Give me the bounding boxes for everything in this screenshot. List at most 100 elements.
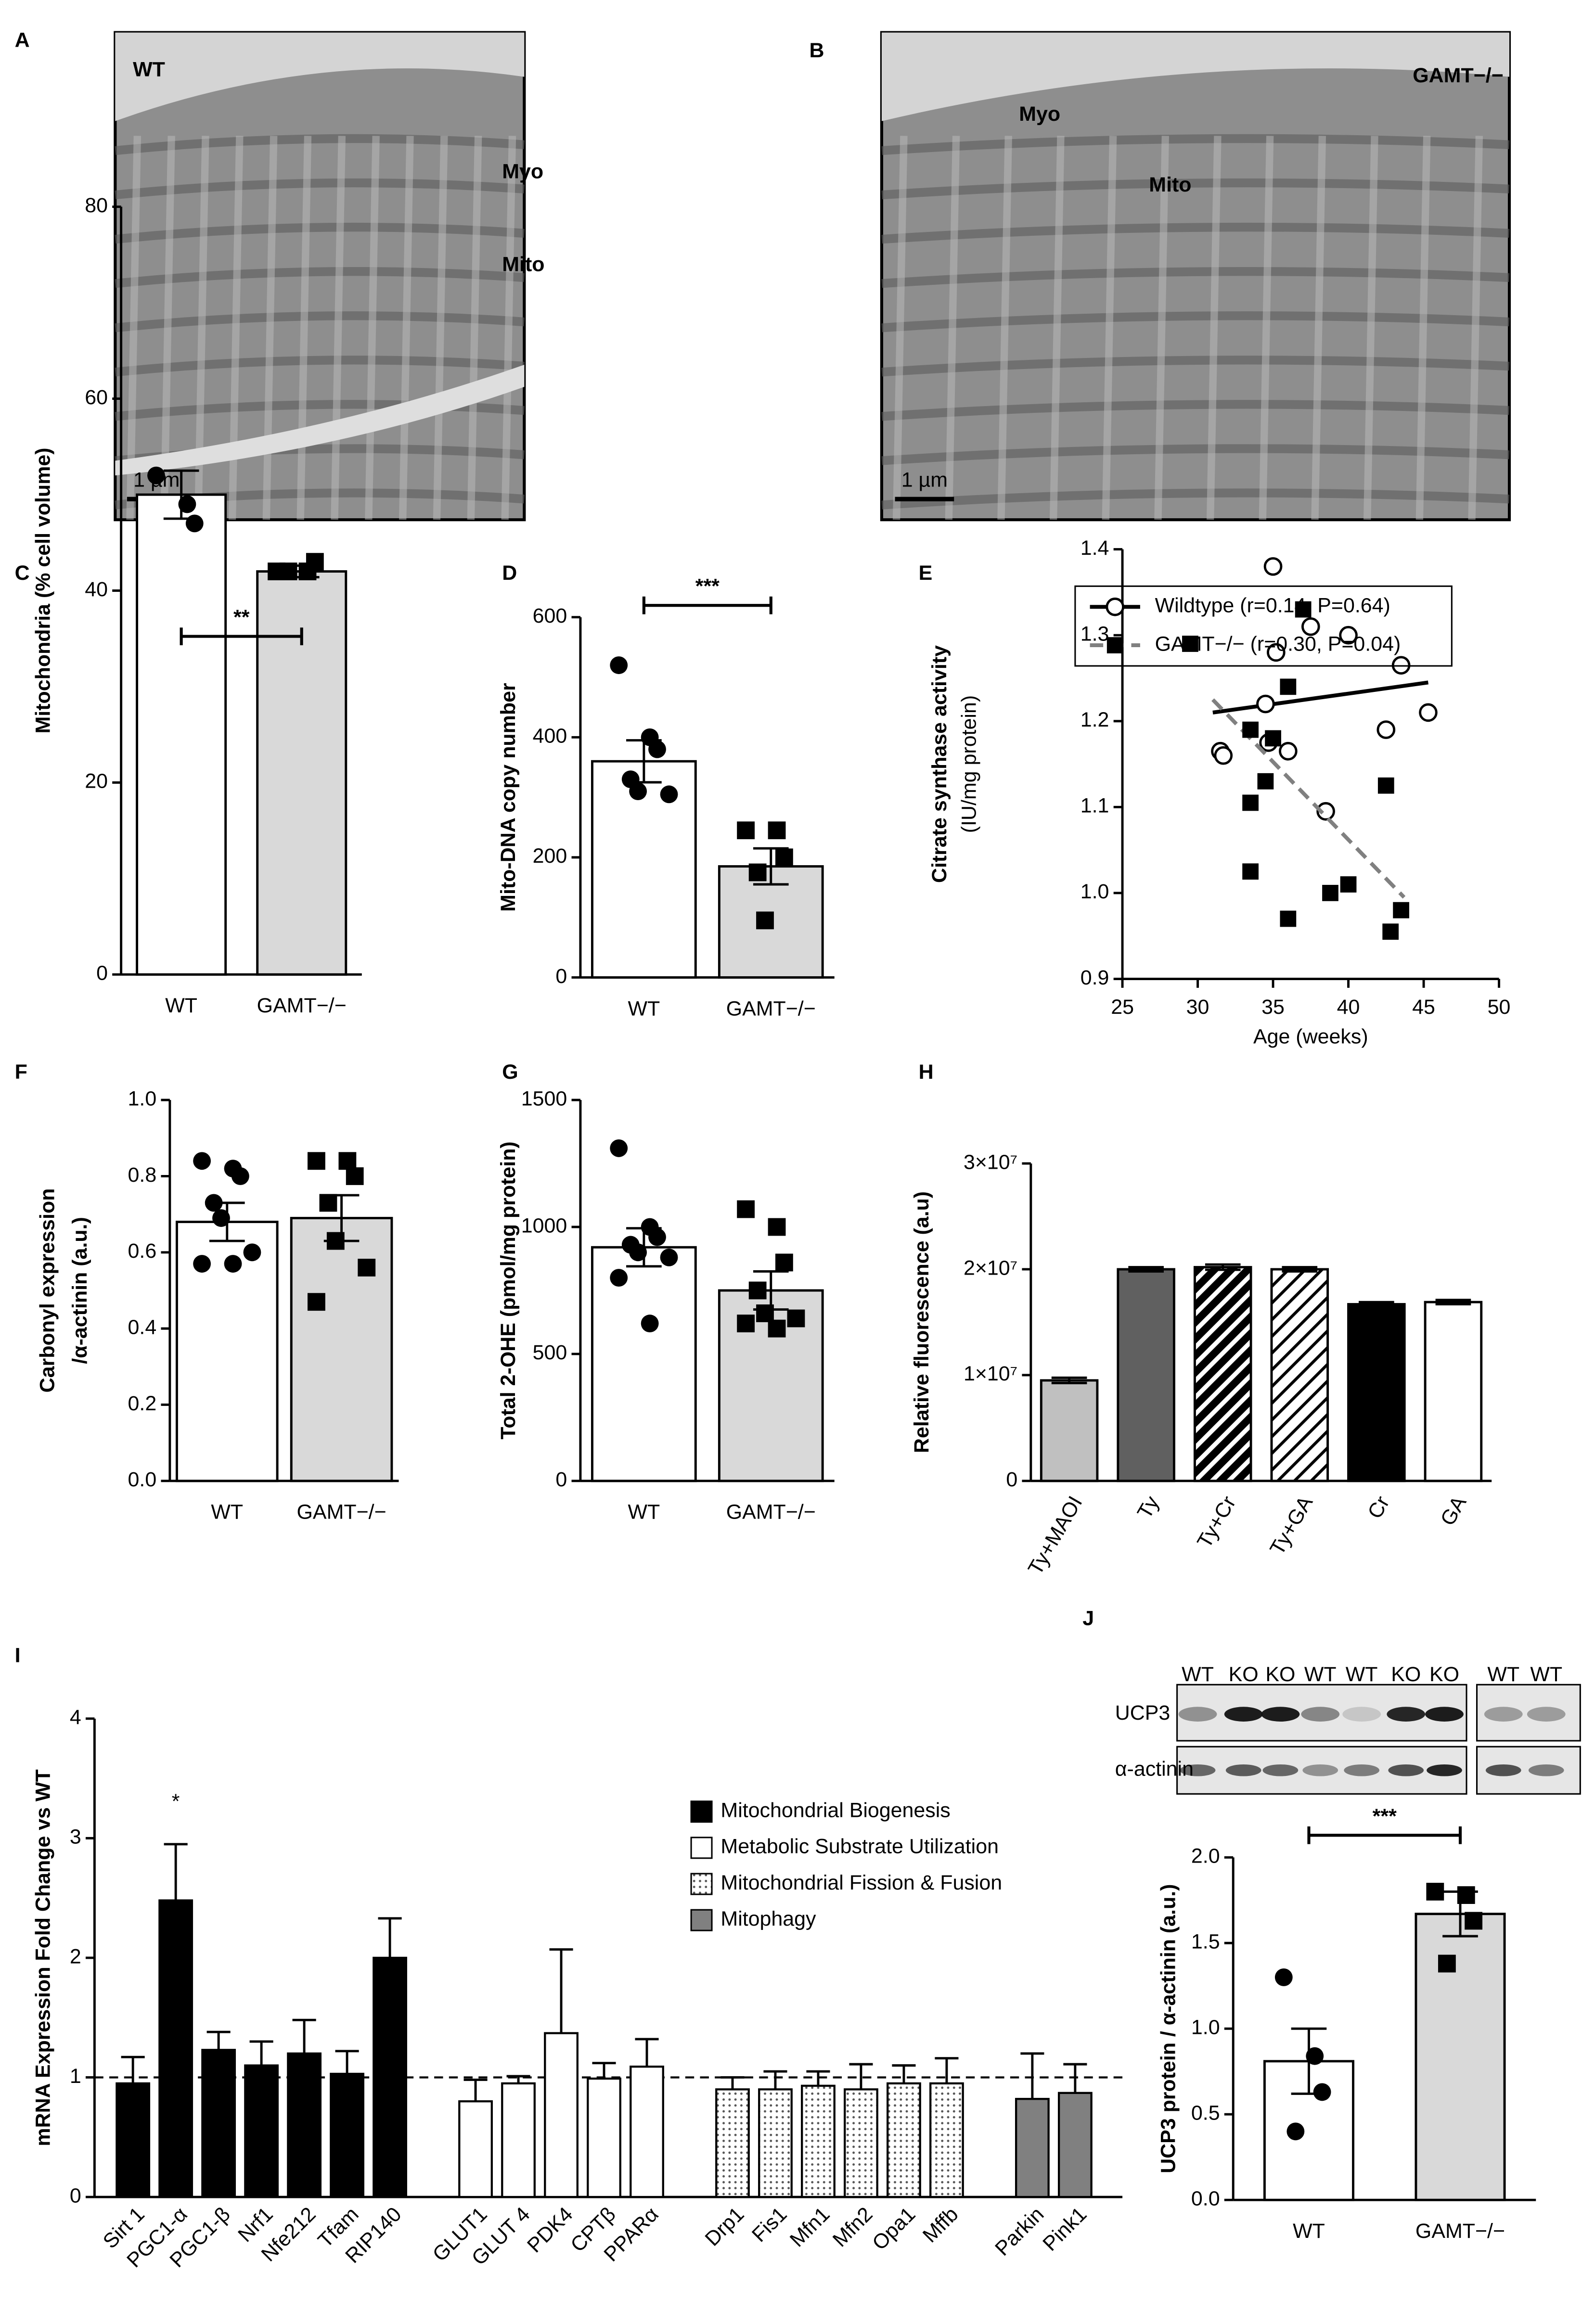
y-tick-label: 80 bbox=[85, 194, 108, 217]
legend-swatch bbox=[690, 1800, 713, 1823]
error-bar bbox=[763, 2070, 787, 2090]
blot-band bbox=[1178, 1707, 1217, 1722]
lane-label: WT bbox=[1182, 1663, 1214, 1686]
y-tick-label: 500 bbox=[533, 1341, 567, 1364]
error-bar bbox=[249, 2040, 273, 2066]
significance: *** bbox=[695, 575, 720, 598]
x-tick-label: 45 bbox=[1412, 996, 1435, 1019]
x-tick-label: GA bbox=[1436, 1492, 1471, 1530]
blot-band bbox=[1302, 1764, 1338, 1776]
data-point bbox=[610, 1269, 628, 1287]
bar bbox=[330, 2072, 365, 2198]
y-axis-label: mRNA Expression Fold Change vs WT bbox=[31, 1769, 54, 2146]
legend-label: Mitochondrial Biogenesis bbox=[720, 1799, 950, 1822]
data-point bbox=[308, 1152, 325, 1170]
data-point bbox=[1256, 694, 1275, 714]
y-tick-label: 0 bbox=[70, 2184, 81, 2207]
membrane-bright bbox=[115, 32, 525, 121]
x-tick-label: Cr bbox=[1363, 1492, 1394, 1522]
z-line bbox=[262, 136, 278, 520]
data-point bbox=[1279, 741, 1298, 761]
micrograph-label: GAMT−/− bbox=[1413, 64, 1503, 87]
data-point bbox=[1313, 2083, 1331, 2101]
z-line bbox=[1206, 136, 1222, 520]
error-bar bbox=[1359, 1301, 1394, 1308]
myofibril-band bbox=[881, 400, 1510, 421]
bar bbox=[1347, 1303, 1406, 1482]
z-line bbox=[1468, 136, 1483, 520]
myofibril-band bbox=[881, 267, 1510, 288]
blot-band bbox=[1342, 1707, 1381, 1722]
data-point bbox=[660, 1248, 678, 1266]
data-point bbox=[326, 1232, 345, 1250]
data-point bbox=[1266, 643, 1286, 662]
x-tick-label: Ty bbox=[1133, 1492, 1164, 1523]
data-point bbox=[231, 1167, 249, 1185]
lane-label: KO bbox=[1265, 1663, 1295, 1686]
fit-line bbox=[1211, 698, 1406, 899]
error-bar bbox=[753, 847, 789, 886]
data-point bbox=[610, 656, 628, 674]
panel-letter: H bbox=[919, 1060, 934, 1084]
x-tick-label: Ty+GA bbox=[1265, 1492, 1317, 1559]
x-tick-label: 40 bbox=[1337, 996, 1360, 1019]
data-point bbox=[1214, 746, 1233, 765]
significance-bracket bbox=[1307, 1826, 1462, 1844]
legend-label: Wildtype (r=0.14, P=0.64) bbox=[1155, 594, 1390, 617]
data-point bbox=[1376, 720, 1396, 739]
y-tick-label: 60 bbox=[85, 386, 108, 409]
data-point bbox=[641, 1315, 659, 1332]
bar bbox=[287, 2052, 322, 2198]
panel-letter: A bbox=[15, 28, 30, 51]
data-point bbox=[1301, 617, 1320, 636]
data-point bbox=[308, 1293, 325, 1311]
error-bar bbox=[1128, 1266, 1164, 1273]
data-point bbox=[224, 1255, 242, 1273]
bar bbox=[544, 2032, 579, 2198]
data-point bbox=[193, 1152, 211, 1170]
data-point bbox=[243, 1243, 261, 1262]
data-point bbox=[756, 1304, 774, 1322]
myofibril-band bbox=[881, 134, 1510, 155]
structure-label: Mito bbox=[502, 253, 544, 276]
blot-band bbox=[1225, 1764, 1261, 1776]
panel-letter: D bbox=[502, 562, 517, 585]
data-point bbox=[279, 562, 297, 581]
legend-marker bbox=[1106, 637, 1123, 653]
x-tick-label: Opa1 bbox=[868, 2203, 920, 2255]
error-bar bbox=[121, 2056, 145, 2083]
y-tick-label: 1.0 bbox=[128, 1087, 157, 1110]
lane-label: WT bbox=[1487, 1663, 1519, 1686]
bar bbox=[1270, 1268, 1329, 1482]
x-tick-label: Mfn1 bbox=[785, 2203, 834, 2251]
myofibril-band bbox=[881, 222, 1510, 244]
data-point bbox=[147, 466, 165, 485]
data-point bbox=[1377, 777, 1394, 794]
data-point bbox=[1274, 1968, 1293, 1986]
panel-letter: I bbox=[15, 1644, 21, 1667]
blot-band bbox=[1301, 1707, 1340, 1722]
error-bar bbox=[592, 2062, 616, 2079]
x-tick-label: WT bbox=[628, 997, 660, 1020]
data-point bbox=[1339, 626, 1358, 645]
legend-label: Metabolic Substrate Utilization bbox=[720, 1835, 999, 1858]
z-line bbox=[501, 136, 516, 520]
row-label: UCP3 bbox=[1115, 1701, 1171, 1724]
bar bbox=[501, 2082, 536, 2198]
legend-swatch bbox=[690, 1909, 713, 1931]
bar bbox=[290, 1217, 393, 1482]
y-tick-label: 2.0 bbox=[1191, 1845, 1220, 1868]
data-point bbox=[775, 848, 793, 867]
data-point bbox=[1182, 636, 1198, 652]
y-tick-label: 400 bbox=[533, 725, 567, 748]
x-tick-label: Ty+Cr bbox=[1193, 1492, 1240, 1552]
y-tick-label: 1000 bbox=[521, 1214, 567, 1237]
structure-label: Myo bbox=[502, 160, 543, 183]
error-bar bbox=[549, 1948, 573, 2033]
data-point bbox=[1316, 802, 1335, 821]
myofibril-band bbox=[115, 178, 525, 200]
data-point bbox=[768, 1218, 786, 1236]
bar bbox=[630, 2065, 664, 2198]
data-point bbox=[1419, 703, 1438, 722]
y-tick-label: 0.2 bbox=[128, 1392, 157, 1415]
